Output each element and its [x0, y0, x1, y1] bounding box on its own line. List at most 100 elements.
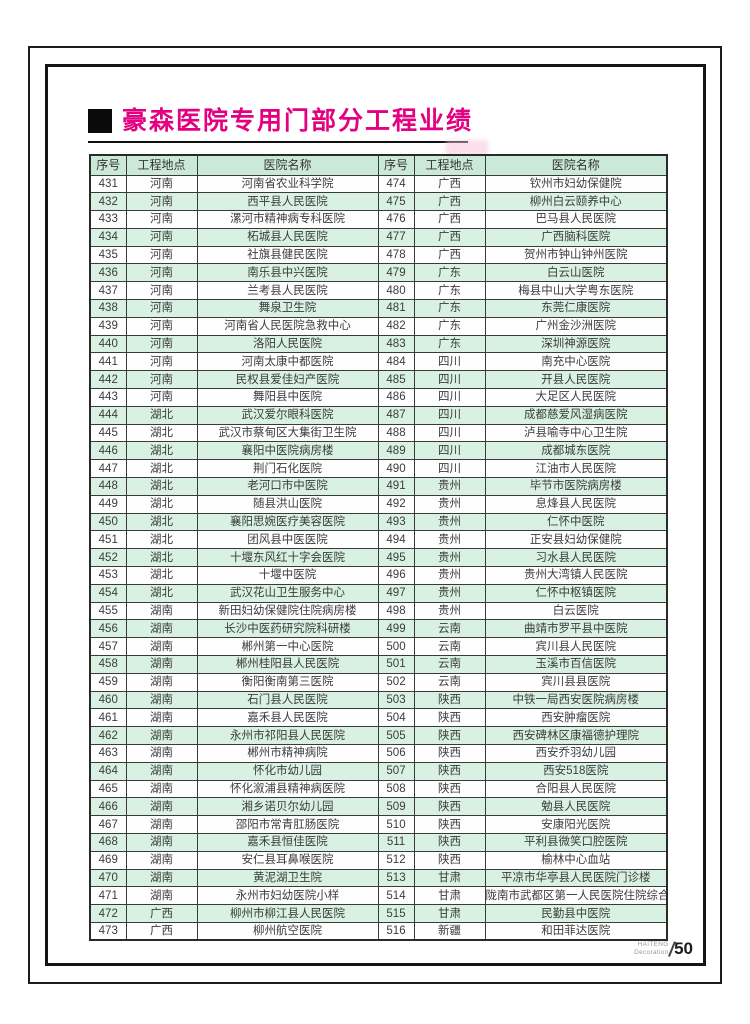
cell-location: 四川	[413, 441, 486, 461]
cell-hospital-name: 西安肿瘤医院	[484, 708, 668, 728]
cell-hospital-name: 郴州桂阳县人民医院	[196, 655, 379, 674]
column-header-index: 序号	[377, 154, 415, 176]
cell-hospital-name: 广西脑科医院	[484, 227, 668, 247]
cell-location: 湖南	[125, 708, 198, 728]
cell-index: 461	[89, 708, 127, 728]
cell-index: 480	[377, 281, 415, 301]
cell-hospital-name: 荆门石化医院	[196, 459, 379, 479]
cell-location: 湖北	[125, 405, 198, 425]
cell-index: 484	[377, 352, 415, 372]
cell-location: 甘肃	[413, 904, 486, 923]
table-row: 462 湖南 永州市祁阳县人民医院 505 陕西 西安碑林区康福德护理院	[89, 726, 668, 745]
cell-index: 473	[89, 921, 127, 941]
cell-hospital-name: 郴州第一中心医院	[196, 637, 379, 657]
cell-hospital-name: 和田菲达医院	[484, 921, 668, 941]
cell-index: 449	[89, 494, 127, 514]
cell-hospital-name: 随县洪山医院	[196, 494, 379, 514]
cell-index: 490	[377, 459, 415, 479]
cell-hospital-name: 柳州市柳江县人民医院	[196, 904, 379, 923]
cell-hospital-name: 开县人民医院	[484, 370, 668, 390]
cell-index: 508	[377, 779, 415, 799]
cell-location: 河南	[125, 388, 198, 407]
column-header-location: 工程地点	[413, 154, 486, 176]
cell-index: 498	[377, 601, 415, 621]
table-row: 436 河南 南乐县中兴医院 479 广东 白云山医院	[89, 263, 668, 283]
table-row: 441 河南 河南太康中都医院 484 四川 南充中心医院	[89, 352, 668, 372]
cell-index: 465	[89, 779, 127, 799]
table-row: 456 湖南 长沙中医药研究院科研楼 499 云南 曲靖市罗平县中医院	[89, 619, 668, 639]
cell-index: 432	[89, 192, 127, 212]
cell-location: 河南	[125, 174, 198, 194]
cell-index: 510	[377, 815, 415, 834]
cell-hospital-name: 西安乔羽幼儿园	[484, 744, 668, 763]
cell-hospital-name: 柘城县人民医院	[196, 227, 379, 247]
cell-index: 435	[89, 245, 127, 265]
cell-index: 500	[377, 637, 415, 657]
table-row: 440 河南 洛阳人民医院 483 广东 深圳神源医院	[89, 334, 668, 354]
cell-location: 贵州	[413, 583, 486, 603]
cell-hospital-name: 曲靖市罗平县中医院	[484, 619, 668, 639]
cell-hospital-name: 勉县人民医院	[484, 797, 668, 817]
table-row: 454 湖北 武汉花山卫生服务中心 497 贵州 仁怀中枢镇医院	[89, 583, 668, 603]
cell-index: 463	[89, 744, 127, 763]
cell-location: 陕西	[413, 779, 486, 799]
cell-hospital-name: 广州金沙洲医院	[484, 316, 668, 336]
cell-index: 477	[377, 227, 415, 247]
cell-location: 湖北	[125, 423, 198, 443]
column-header-location: 工程地点	[125, 154, 198, 176]
cell-hospital-name: 习水县人民医院	[484, 548, 668, 568]
table-row: 463 湖南 郴州市精神病院 506 陕西 西安乔羽幼儿园	[89, 744, 668, 763]
cell-index: 511	[377, 832, 415, 852]
cell-hospital-name: 邵阳市常青肛肠医院	[196, 815, 379, 834]
cell-location: 广西	[413, 210, 486, 229]
cell-hospital-name: 襄阳中医院病房楼	[196, 441, 379, 461]
cell-location: 河南	[125, 192, 198, 212]
cell-location: 湖北	[125, 477, 198, 496]
table-row: 471 湖南 永州市妇幼医院小样 514 甘肃 陇南市武都区第一人民医院住院综合楼	[89, 886, 668, 906]
cell-index: 492	[377, 494, 415, 514]
cell-index: 481	[377, 299, 415, 318]
cell-location: 湖南	[125, 601, 198, 621]
cell-index: 437	[89, 281, 127, 301]
cell-location: 四川	[413, 370, 486, 390]
cell-hospital-name: 武汉市蔡甸区大集街卫生院	[196, 423, 379, 443]
cell-index: 514	[377, 886, 415, 906]
cell-index: 436	[89, 263, 127, 283]
table-row: 464 湖南 怀化市幼儿园 507 陕西 西安518医院	[89, 761, 668, 781]
table-row: 437 河南 兰考县人民医院 480 广东 梅县中山大学粤东医院	[89, 281, 668, 301]
cell-index: 446	[89, 441, 127, 461]
cell-hospital-name: 东莞仁康医院	[484, 299, 668, 318]
cell-hospital-name: 中铁一局西安医院病房楼	[484, 690, 668, 710]
cell-location: 湖南	[125, 726, 198, 745]
cell-index: 474	[377, 174, 415, 194]
table-row: 432 河南 西平县人民医院 475 广西 柳州白云颐养中心	[89, 192, 668, 212]
cell-index: 469	[89, 850, 127, 870]
cell-hospital-name: 老河口市中医院	[196, 477, 379, 496]
cell-location: 湖北	[125, 530, 198, 550]
cell-hospital-name: 嘉禾县人民医院	[196, 708, 379, 728]
cell-index: 512	[377, 850, 415, 870]
cell-index: 464	[89, 761, 127, 781]
cell-index: 460	[89, 690, 127, 710]
cell-index: 452	[89, 548, 127, 568]
cell-location: 广西	[413, 227, 486, 247]
table-row: 445 湖北 武汉市蔡甸区大集街卫生院 488 四川 泸县喻寺中心卫生院	[89, 423, 668, 443]
cell-location: 广西	[413, 174, 486, 194]
table-row: 446 湖北 襄阳中医院病房楼 489 四川 成都城东医院	[89, 441, 668, 461]
cell-location: 湖北	[125, 548, 198, 568]
cell-hospital-name: 柳州航空医院	[196, 921, 379, 941]
column-header-hospital-name: 医院名称	[196, 154, 379, 176]
cell-hospital-name: 十堰中医院	[196, 566, 379, 585]
cell-location: 广东	[413, 316, 486, 336]
cell-hospital-name: 河南省农业科学院	[196, 174, 379, 194]
cell-location: 广西	[413, 245, 486, 265]
cell-location: 广西	[413, 192, 486, 212]
cell-index: 459	[89, 672, 127, 692]
cell-location: 河南	[125, 316, 198, 336]
cell-hospital-name: 怀化市幼儿园	[196, 761, 379, 781]
cell-location: 广东	[413, 299, 486, 318]
cell-index: 505	[377, 726, 415, 745]
cell-index: 444	[89, 405, 127, 425]
cell-hospital-name: 团风县中医医院	[196, 530, 379, 550]
cell-index: 441	[89, 352, 127, 372]
